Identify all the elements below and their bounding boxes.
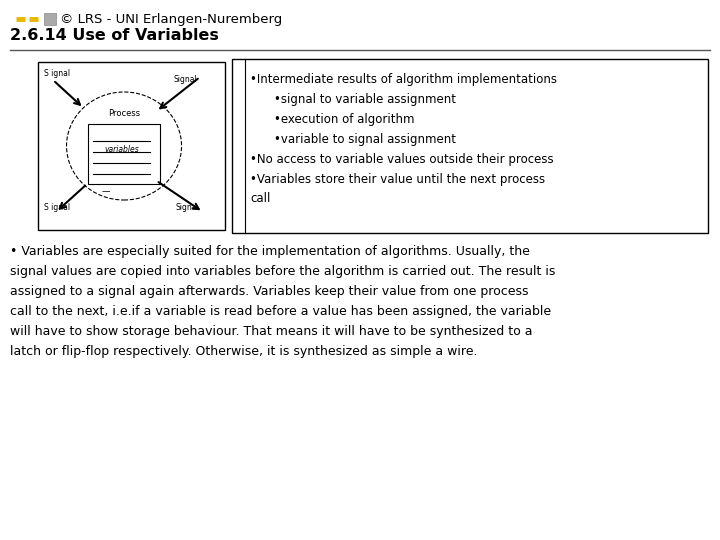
- Text: •Intermediate results of algorithm implementations: •Intermediate results of algorithm imple…: [250, 72, 557, 85]
- Bar: [88, 124, 160, 184]
- Text: call to the next, i.e.if a variable is read before a value has been assigned, th: call to the next, i.e.if a variable is r…: [10, 305, 551, 318]
- Bar: [232, 59, 708, 233]
- Text: variables: variables: [104, 145, 140, 154]
- Text: •signal to variable assignment: •signal to variable assignment: [274, 92, 456, 105]
- Text: •execution of algorithm: •execution of algorithm: [274, 112, 415, 125]
- Ellipse shape: [66, 92, 181, 200]
- Text: call: call: [250, 192, 271, 206]
- Text: •variable to signal assignment: •variable to signal assignment: [274, 132, 456, 145]
- Text: •Variables store their value until the next process: •Variables store their value until the n…: [250, 172, 545, 186]
- Bar: [38, 62, 225, 230]
- Text: —: —: [102, 187, 110, 197]
- Text: Process: Process: [108, 110, 140, 118]
- Text: Signal: Signal: [173, 76, 197, 84]
- Bar: [44, 13, 56, 25]
- Text: •No access to variable values outside their process: •No access to variable values outside th…: [250, 152, 554, 165]
- Text: © LRS - UNI Erlangen-Nuremberg: © LRS - UNI Erlangen-Nuremberg: [60, 12, 282, 25]
- Text: latch or flip-flop respectively. Otherwise, it is synthesized as simple a wire.: latch or flip-flop respectively. Otherwi…: [10, 345, 477, 358]
- Text: S ignal: S ignal: [44, 70, 70, 78]
- Text: S ignal: S ignal: [44, 204, 70, 213]
- Text: Signa: Signa: [175, 204, 197, 213]
- Text: 2.6.14 Use of Variables: 2.6.14 Use of Variables: [10, 29, 219, 44]
- Text: assigned to a signal again afterwards. Variables keep their value from one proce: assigned to a signal again afterwards. V…: [10, 285, 528, 298]
- Text: will have to show storage behaviour. That means it will have to be synthesized t: will have to show storage behaviour. Tha…: [10, 325, 533, 338]
- Text: signal values are copied into variables before the algorithm is carried out. The: signal values are copied into variables …: [10, 265, 555, 278]
- Text: • Variables are especially suited for the implementation of algorithms. Usually,: • Variables are especially suited for th…: [10, 245, 530, 258]
